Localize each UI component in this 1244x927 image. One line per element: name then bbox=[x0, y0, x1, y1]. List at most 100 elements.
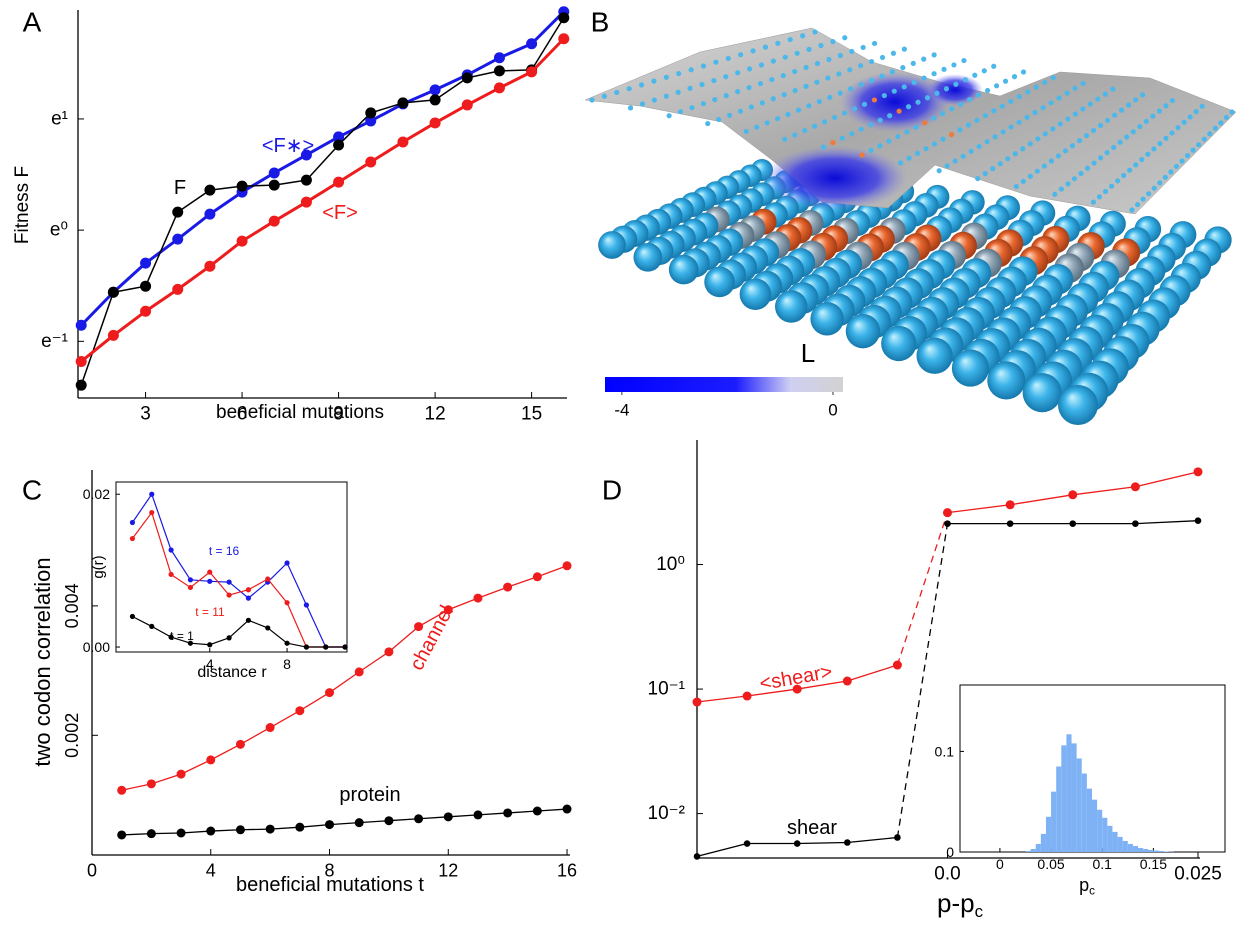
line-segment bbox=[1010, 494, 1073, 506]
marker bbox=[562, 561, 572, 571]
sphere bbox=[598, 231, 626, 259]
surface-node bbox=[931, 52, 937, 58]
surface-node bbox=[1071, 176, 1078, 182]
surface-node bbox=[1078, 170, 1084, 177]
marker bbox=[226, 579, 232, 585]
surface-node bbox=[914, 150, 921, 156]
histogram-bar bbox=[1071, 743, 1077, 852]
marker bbox=[226, 592, 232, 598]
surface-node bbox=[889, 69, 895, 75]
marker bbox=[75, 379, 87, 391]
panel-title: A bbox=[23, 7, 42, 38]
surface-node bbox=[849, 131, 855, 137]
histogram-bar bbox=[1035, 843, 1041, 852]
surface-node bbox=[953, 81, 959, 87]
marker bbox=[149, 509, 155, 516]
marker bbox=[172, 206, 184, 218]
surface-node bbox=[991, 63, 997, 69]
surface-node bbox=[940, 136, 946, 142]
surface-node bbox=[1175, 124, 1181, 131]
surface-node bbox=[757, 80, 764, 87]
surface-node bbox=[738, 52, 744, 58]
surface-node bbox=[746, 85, 752, 91]
surface-node bbox=[993, 83, 1000, 89]
surface-node bbox=[614, 89, 620, 96]
surface-node bbox=[992, 134, 998, 140]
plot-frame bbox=[115, 481, 348, 653]
y-tick-label: e¹ bbox=[51, 108, 68, 129]
marker bbox=[245, 595, 252, 601]
surface-node bbox=[1223, 114, 1230, 121]
series-label: shear bbox=[787, 817, 837, 839]
surface-node bbox=[999, 103, 1005, 109]
surface-node bbox=[711, 77, 717, 84]
surface-node bbox=[967, 97, 973, 103]
line-segment bbox=[1072, 486, 1136, 496]
surface-node bbox=[879, 54, 886, 61]
surface-node bbox=[877, 117, 883, 123]
series-line bbox=[80, 37, 565, 363]
series-label: <F∗> bbox=[262, 135, 314, 157]
sphere bbox=[1058, 385, 1098, 425]
surface-node bbox=[1080, 80, 1086, 87]
surface-node bbox=[687, 85, 693, 91]
surface-node bbox=[913, 124, 919, 130]
histogram-bar bbox=[1040, 833, 1046, 852]
surface-node bbox=[901, 84, 907, 90]
surface-node bbox=[895, 133, 901, 140]
surface-node bbox=[699, 81, 705, 88]
surface-node bbox=[960, 153, 966, 159]
surface-node bbox=[1104, 150, 1110, 156]
marker bbox=[354, 818, 364, 828]
surface-node bbox=[965, 122, 972, 128]
surface-node bbox=[1115, 178, 1121, 184]
surface-node bbox=[891, 88, 897, 94]
label-subscript: c bbox=[975, 901, 983, 920]
surface-node bbox=[936, 168, 942, 174]
surface-node bbox=[737, 108, 744, 114]
y-tick-label: e⁰ bbox=[50, 220, 68, 241]
marker bbox=[236, 235, 248, 247]
label-text: Fitness F bbox=[12, 166, 33, 244]
surface-node bbox=[820, 144, 827, 150]
surface-node bbox=[1034, 168, 1040, 174]
marker bbox=[284, 600, 290, 606]
x-axis-label: beneficial mutations t bbox=[236, 874, 424, 896]
surface-node bbox=[1050, 75, 1056, 81]
surface-node bbox=[770, 58, 776, 64]
surface-node bbox=[887, 113, 893, 119]
y-axis-label: g(r) bbox=[90, 555, 107, 578]
marker bbox=[944, 520, 951, 527]
y-tick-label: 0.02 bbox=[83, 486, 110, 502]
line-segment bbox=[797, 680, 848, 690]
marker bbox=[1006, 520, 1014, 527]
marker bbox=[140, 257, 152, 269]
surface-node bbox=[1016, 119, 1022, 125]
surface-node bbox=[906, 155, 912, 161]
marker bbox=[303, 602, 310, 608]
x-tick-label: 15 bbox=[521, 404, 542, 425]
series-label: t = 16 bbox=[209, 544, 240, 558]
marker bbox=[526, 66, 538, 78]
marker bbox=[268, 179, 280, 191]
marker bbox=[303, 644, 310, 650]
surface-node bbox=[1104, 117, 1111, 123]
surface-node bbox=[1035, 136, 1041, 142]
marker bbox=[333, 176, 345, 188]
surface-dip bbox=[763, 146, 907, 210]
surface-node bbox=[713, 59, 719, 65]
label-text: beneficial mutations bbox=[216, 402, 384, 423]
surface-node bbox=[1064, 90, 1070, 96]
surface-node bbox=[1190, 147, 1196, 153]
series-label: t = 11 bbox=[195, 605, 225, 619]
surface-node bbox=[842, 35, 848, 41]
label-text: g(r) bbox=[90, 555, 107, 578]
surface-node bbox=[827, 94, 833, 100]
marker bbox=[168, 547, 174, 553]
surface-node bbox=[754, 124, 760, 130]
surface-node bbox=[1193, 109, 1199, 115]
sphere bbox=[845, 313, 881, 349]
marker bbox=[284, 640, 290, 646]
label-text: beneficial mutations t bbox=[236, 874, 424, 896]
marker bbox=[1193, 467, 1203, 477]
